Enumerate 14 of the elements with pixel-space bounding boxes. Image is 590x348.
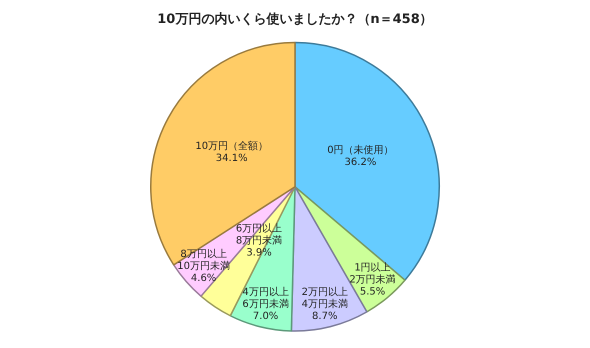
data-label: 3.9% (246, 247, 272, 258)
slice-label: 10万円（全額） (195, 140, 268, 152)
data-label: 8.7% (312, 310, 338, 322)
slice-label: 0円（未使用） (327, 144, 394, 156)
data-label: 4.6% (190, 272, 216, 284)
slice-label: 2万円以上 4万円未満 (302, 286, 348, 310)
data-label: 36.2% (344, 157, 376, 168)
data-label: 5.5% (360, 286, 386, 298)
slice-label: 6万円以上 8万円未満 (236, 222, 282, 246)
slice-label: 1円以上 2万円未満 (349, 262, 396, 286)
data-label: 34.1% (216, 152, 248, 164)
data-label: 7.0% (252, 310, 278, 322)
chart-title: 10万円の内いくら使いましたか？（n＝458） (157, 12, 433, 28)
slice-label: 4万円以上 6万円未満 (242, 286, 289, 310)
